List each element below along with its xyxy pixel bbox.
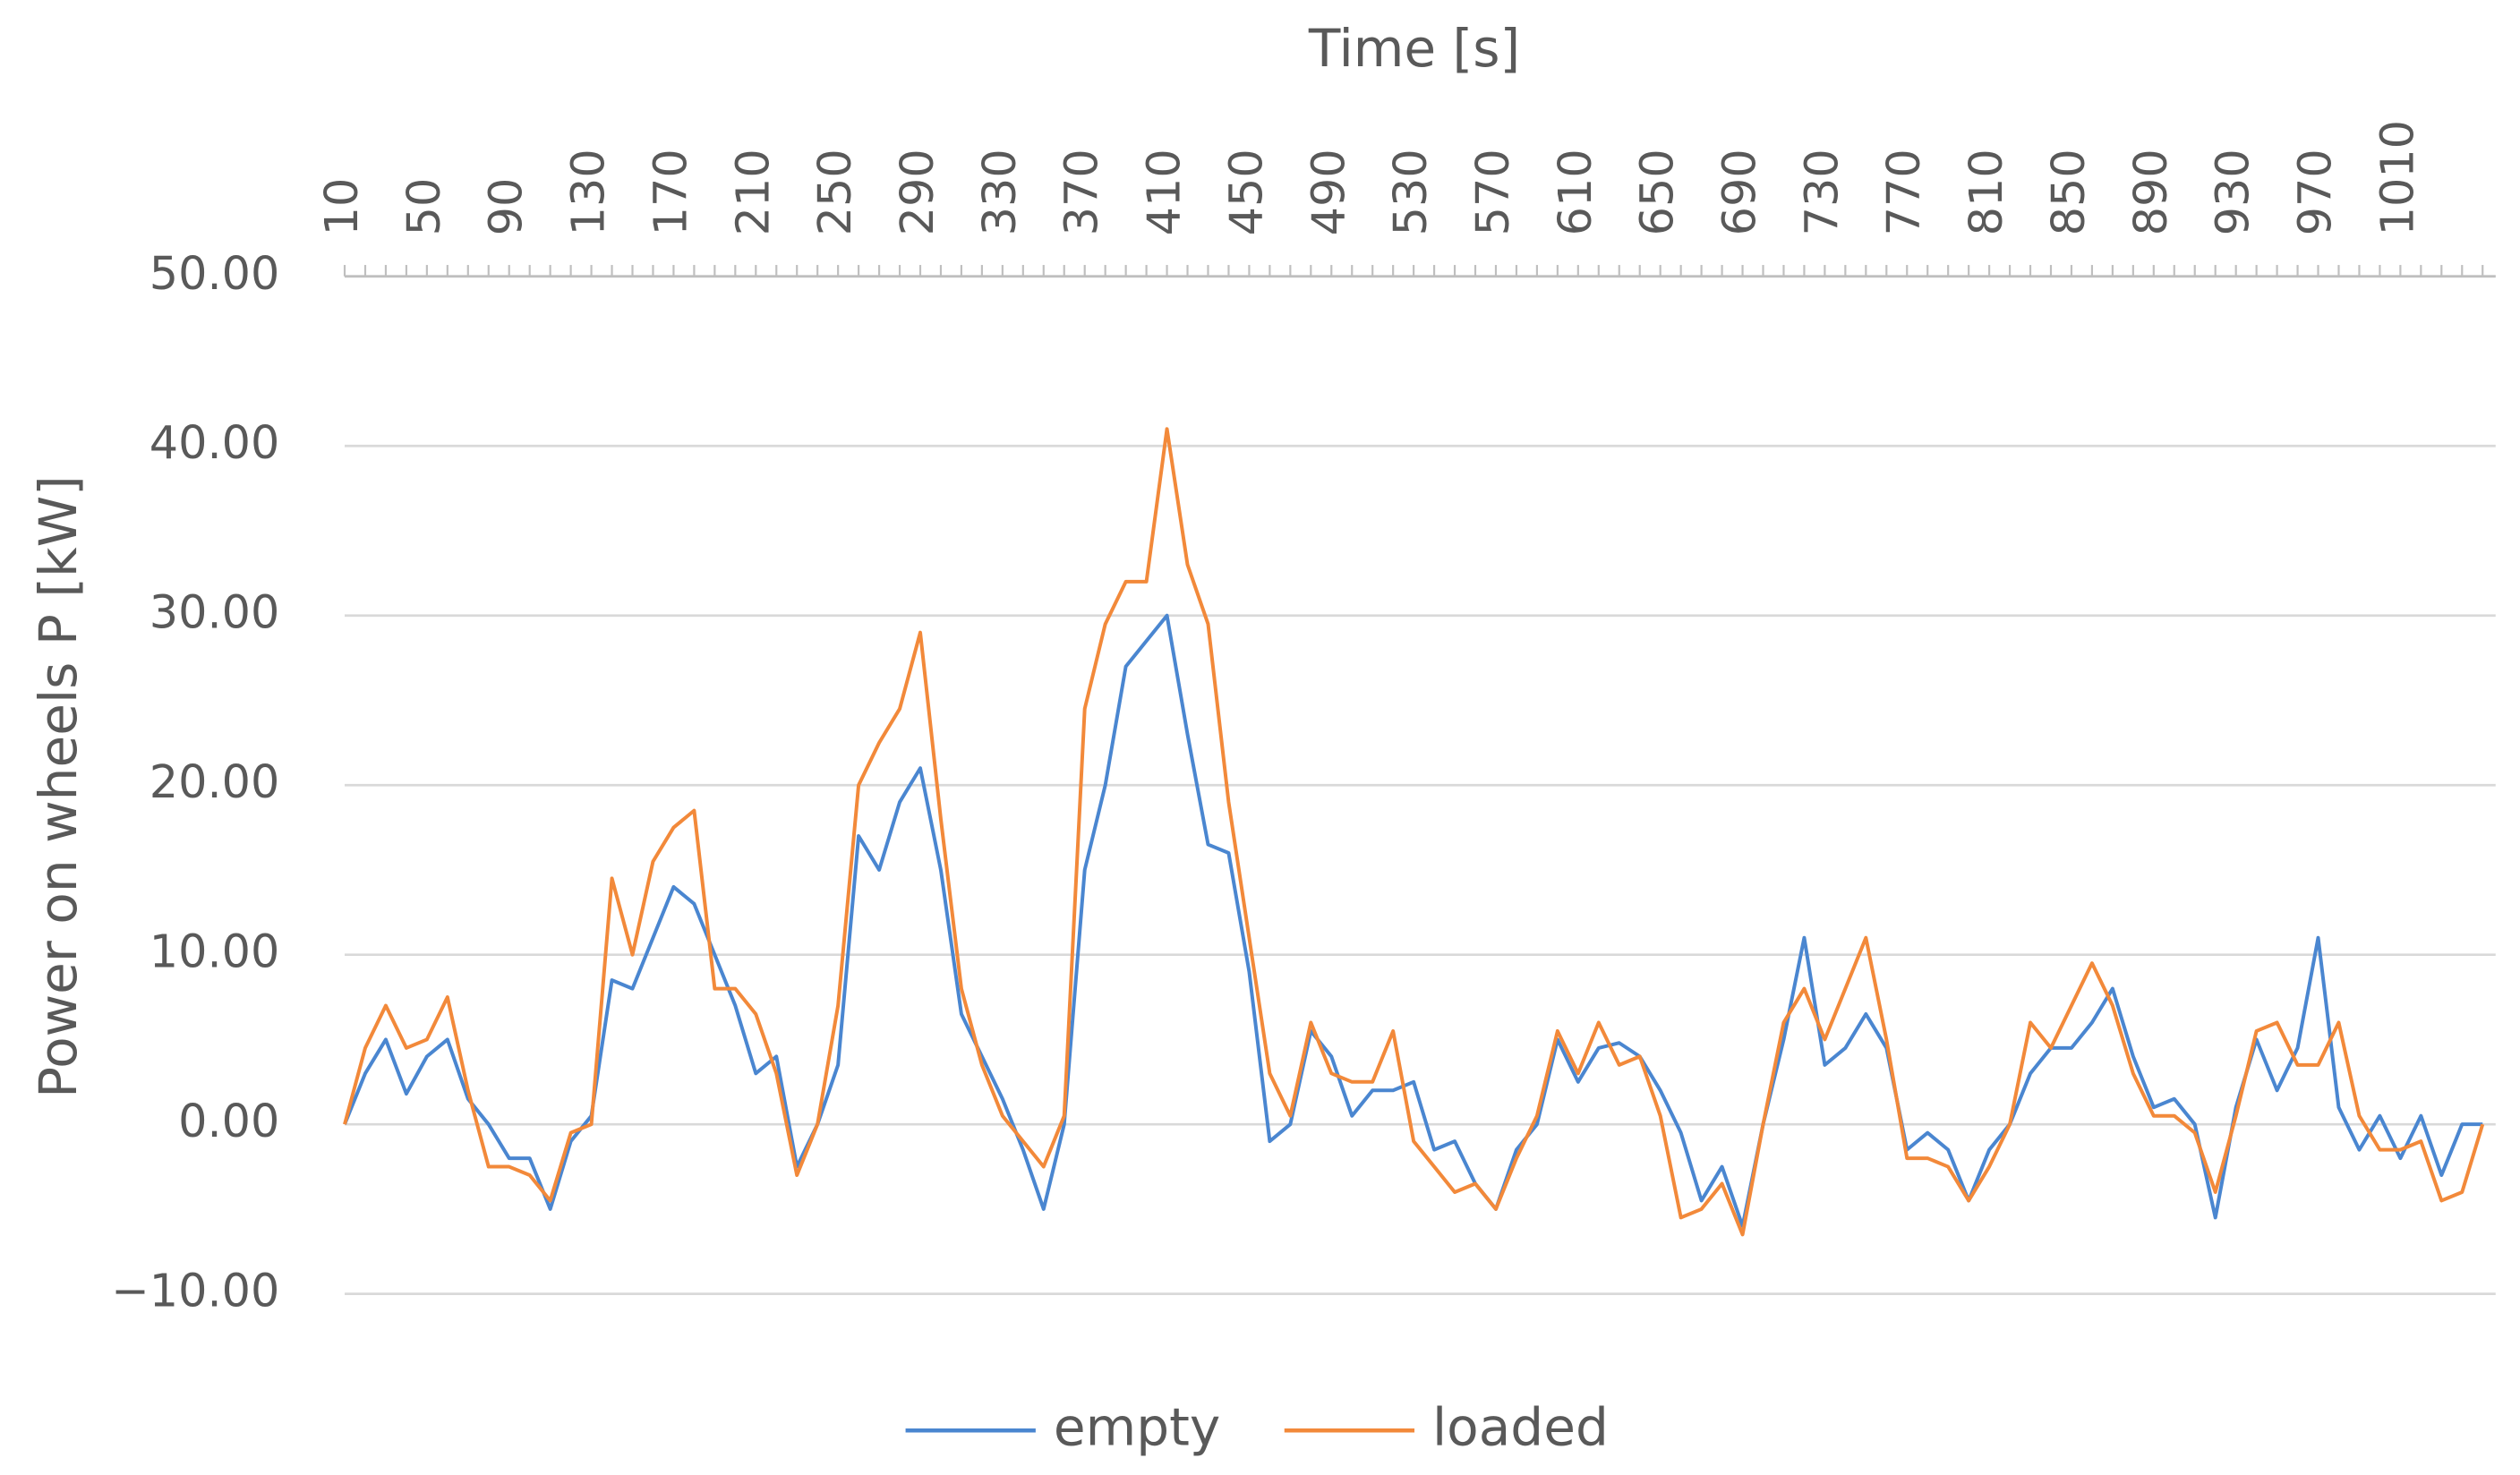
- y-tick-label: −10.00: [111, 1265, 279, 1317]
- x-tick-label: 210: [726, 149, 779, 235]
- x-tick-label: 290: [891, 149, 944, 235]
- data-line: [343, 427, 2485, 1237]
- x-tick-label: 1010: [2371, 120, 2423, 235]
- y-tick-label: 30.00: [149, 586, 280, 639]
- x-tick-label: 170: [644, 149, 696, 235]
- y-tick-label: 20.00: [149, 755, 280, 808]
- x-tick-label: 930: [2207, 149, 2259, 235]
- y-axis-title: Power on wheels P [kW]: [28, 475, 89, 1098]
- y-tick-label: 10.00: [149, 925, 280, 978]
- x-tick-label: 770: [1877, 149, 1930, 235]
- x-tick-label: 610: [1549, 149, 1602, 235]
- data-line: [343, 613, 2483, 1228]
- x-tick-label: 90: [480, 178, 533, 236]
- x-tick-label: 890: [2124, 149, 2177, 235]
- legend-label: loaded: [1432, 1396, 1609, 1457]
- x-tick-label: 450: [1219, 149, 1272, 235]
- x-tick-label: 730: [1795, 149, 1848, 235]
- x-tick-label: 970: [2289, 149, 2342, 235]
- x-tick-label: 370: [1055, 149, 1108, 235]
- x-tick-label: 330: [973, 149, 1026, 235]
- legend-label: empty: [1054, 1396, 1220, 1457]
- x-tick-label: 850: [2042, 149, 2095, 235]
- x-tick-label: 490: [1302, 149, 1354, 235]
- x-tick-label: 50: [397, 178, 450, 236]
- x-tick-label: 650: [1631, 149, 1684, 235]
- x-tick-label: 810: [1960, 149, 2012, 235]
- x-tick-label: 410: [1138, 149, 1191, 235]
- x-tick-label: 570: [1466, 149, 1519, 235]
- x-tick-label: 10: [315, 178, 368, 236]
- x-tick-label: 250: [808, 149, 861, 235]
- y-tick-label: 0.00: [178, 1095, 279, 1147]
- x-tick-label: 690: [1713, 149, 1766, 235]
- x-tick-label: 130: [562, 149, 615, 235]
- x-axis-title: Time [s]: [1308, 18, 1520, 79]
- y-tick-label: 40.00: [149, 416, 280, 469]
- x-tick-label: 530: [1384, 149, 1437, 235]
- y-tick-label: 50.00: [149, 247, 280, 300]
